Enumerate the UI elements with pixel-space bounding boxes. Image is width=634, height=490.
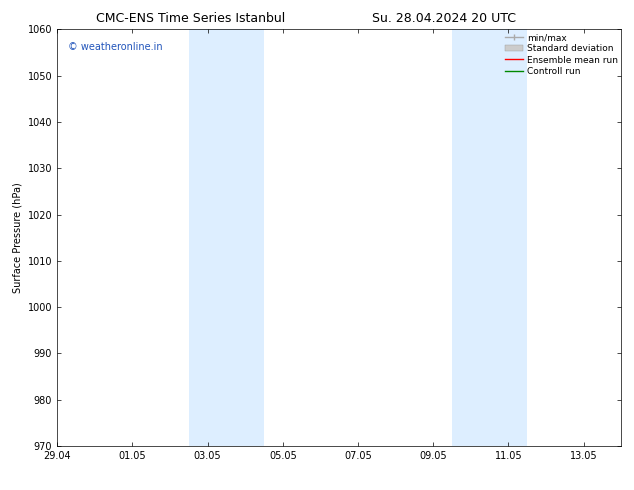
Text: CMC-ENS Time Series Istanbul: CMC-ENS Time Series Istanbul — [96, 12, 285, 25]
Text: Su. 28.04.2024 20 UTC: Su. 28.04.2024 20 UTC — [372, 12, 516, 25]
Legend: min/max, Standard deviation, Ensemble mean run, Controll run: min/max, Standard deviation, Ensemble me… — [503, 31, 619, 77]
Bar — [452, 29, 527, 446]
Bar — [189, 29, 264, 446]
Y-axis label: Surface Pressure (hPa): Surface Pressure (hPa) — [12, 182, 22, 293]
Text: © weatheronline.in: © weatheronline.in — [68, 42, 163, 52]
